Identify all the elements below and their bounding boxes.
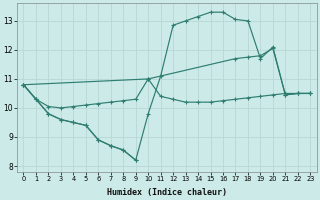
X-axis label: Humidex (Indice chaleur): Humidex (Indice chaleur) — [107, 188, 227, 197]
